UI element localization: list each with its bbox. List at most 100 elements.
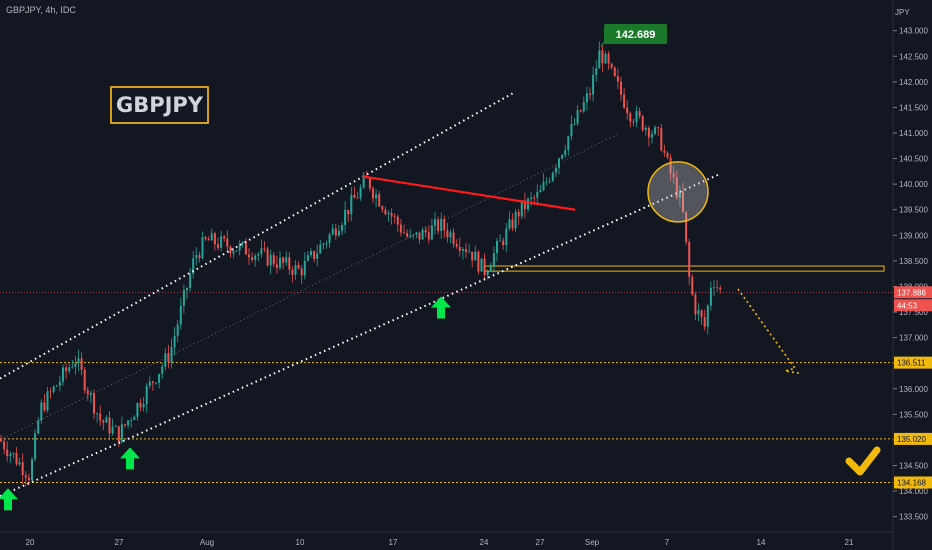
candle-body xyxy=(52,386,55,392)
peak-tag-label: 142.689 xyxy=(616,29,656,41)
candle-body xyxy=(297,264,300,269)
candle-body xyxy=(331,228,334,235)
candle-body xyxy=(89,392,92,395)
candle-body xyxy=(99,413,102,421)
candle-body xyxy=(40,402,43,421)
candle-body xyxy=(489,266,492,272)
candle-body xyxy=(635,110,638,123)
candle-body xyxy=(496,240,498,254)
candle-body xyxy=(176,324,179,336)
candle-body xyxy=(406,233,409,237)
countdown-tag-label: 44:53 xyxy=(897,301,918,310)
candle-body xyxy=(647,127,650,138)
candle-body xyxy=(508,219,511,229)
last-price-tag-box xyxy=(894,286,932,299)
candle-body xyxy=(71,366,74,368)
candle-body xyxy=(353,194,356,198)
candle-body xyxy=(111,426,114,434)
candle-body xyxy=(254,255,257,260)
candle-body xyxy=(49,391,52,393)
candle-body xyxy=(83,369,86,391)
y-tick-label: 135.500 xyxy=(899,410,928,419)
candle-body xyxy=(610,63,613,68)
candle-body xyxy=(632,121,635,123)
candle-body xyxy=(589,93,591,95)
y-tick-label: 134.500 xyxy=(899,462,928,471)
candle-body xyxy=(465,249,467,252)
level1-tag-label: 136.511 xyxy=(897,359,926,368)
candle-body xyxy=(173,335,176,348)
y-tick-label: 133.500 xyxy=(899,513,928,522)
candle-body xyxy=(170,347,173,363)
candle-body xyxy=(558,158,560,168)
candle-body xyxy=(9,453,12,457)
x-tick-label: 10 xyxy=(296,538,305,547)
channel-lower-line xyxy=(0,173,721,498)
checkmark-icon xyxy=(845,446,881,476)
candle-body xyxy=(663,150,666,153)
candle-body xyxy=(213,233,216,245)
candle-body xyxy=(114,426,117,428)
candle-body xyxy=(620,81,622,95)
candle-body xyxy=(694,294,697,315)
candle-body xyxy=(455,243,458,247)
candle-body xyxy=(275,264,278,268)
candle-body xyxy=(536,191,539,198)
candle-body xyxy=(148,381,151,387)
candle-body xyxy=(613,67,616,77)
candle-body xyxy=(251,257,254,260)
candle-body xyxy=(461,249,464,251)
candle-body xyxy=(595,68,598,75)
candle-body xyxy=(248,254,250,258)
candle-body xyxy=(434,219,436,226)
candle-body xyxy=(217,244,219,248)
drawings: 142.689 xyxy=(0,24,881,511)
candle-body xyxy=(424,229,427,233)
x-tick-label: 27 xyxy=(536,538,545,547)
candle-body xyxy=(241,241,244,244)
candle-body xyxy=(533,197,536,199)
candle-body xyxy=(155,382,157,384)
x-tick-label: 20 xyxy=(26,538,35,547)
candle-body xyxy=(96,413,99,415)
candle-body xyxy=(471,251,474,261)
candle-body xyxy=(139,403,142,408)
candle-body xyxy=(127,420,130,426)
candle-body xyxy=(437,219,440,231)
candle-body xyxy=(427,232,430,240)
y-tick-label: 139.000 xyxy=(899,231,928,240)
candle-body xyxy=(573,123,576,125)
candle-body xyxy=(303,260,306,276)
y-tick-label: 140.500 xyxy=(899,155,928,164)
candle-body xyxy=(15,453,18,465)
candle-body xyxy=(564,150,567,155)
candle-body xyxy=(623,94,626,108)
candle-body xyxy=(300,268,303,276)
candle-body xyxy=(195,255,198,259)
candle-body xyxy=(27,477,30,480)
candle-body xyxy=(356,197,359,199)
candle-body xyxy=(102,420,105,423)
level3-tag-label: 134.168 xyxy=(897,478,926,487)
candle-body xyxy=(158,373,161,383)
candles xyxy=(0,41,722,487)
candle-body xyxy=(161,366,164,374)
candle-body xyxy=(130,420,133,421)
candle-body xyxy=(641,116,644,131)
candle-body xyxy=(263,248,266,250)
candle-body xyxy=(46,391,49,411)
zones xyxy=(0,265,893,483)
candle-body xyxy=(12,453,15,454)
candle-body xyxy=(266,248,269,266)
candle-body xyxy=(719,287,722,290)
candle-body xyxy=(223,236,226,239)
candle-body xyxy=(37,420,40,434)
candle-body xyxy=(117,426,120,443)
candle-body xyxy=(124,424,126,426)
candle-body xyxy=(375,194,378,199)
peak-tag-box xyxy=(604,24,667,44)
candle-body xyxy=(390,213,393,217)
candle-body xyxy=(294,264,297,275)
candle-body xyxy=(58,381,61,386)
